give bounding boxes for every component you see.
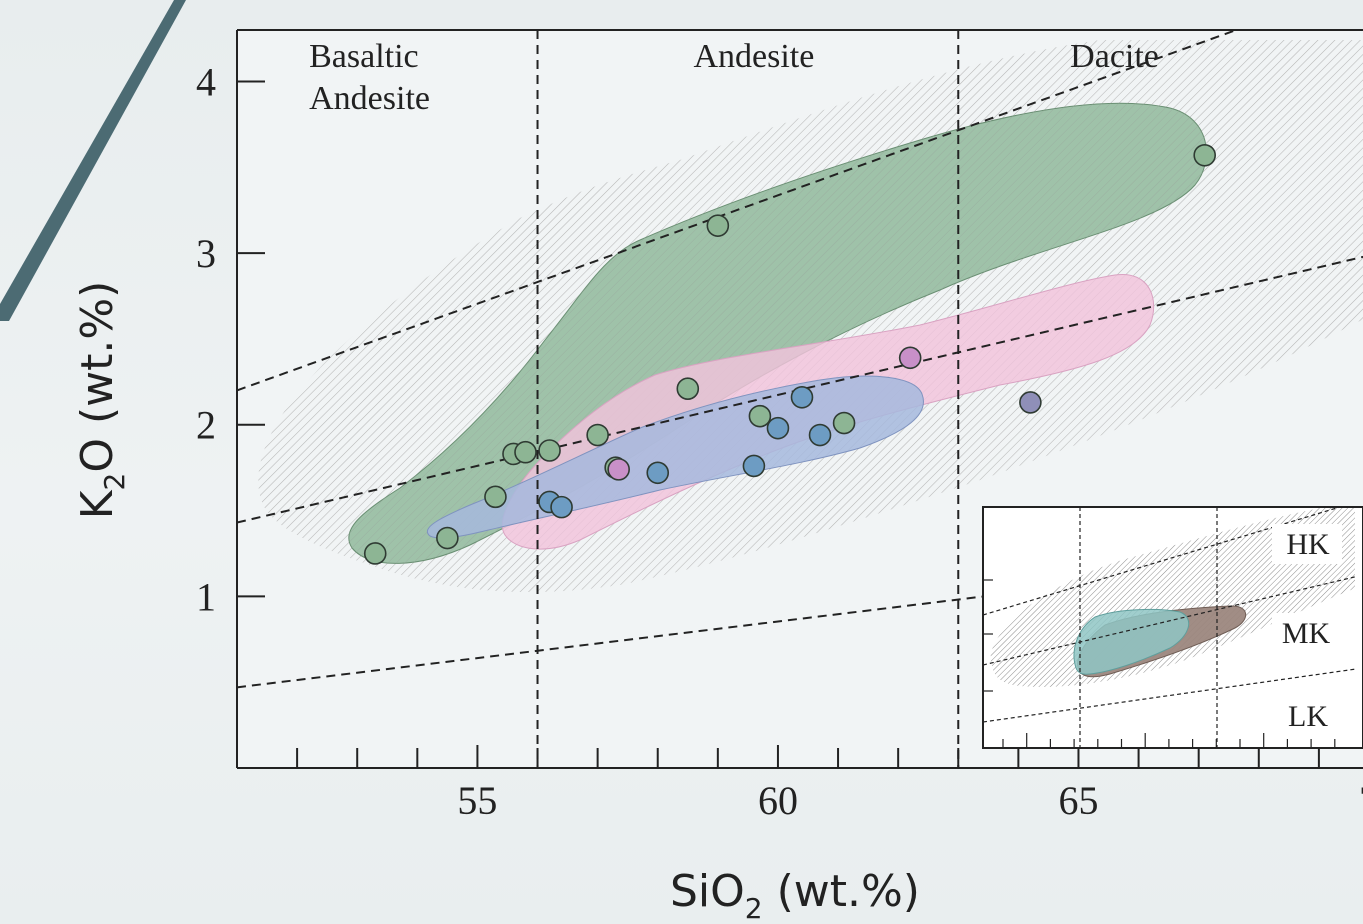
data-point-magenta: [607, 458, 630, 481]
decorative-slide-stripe: [0, 0, 186, 321]
data-point-green: [706, 214, 730, 237]
data-point-blue: [790, 385, 814, 409]
rock-field-label: Basaltic: [309, 38, 419, 75]
data-point-blue: [550, 495, 573, 519]
y-tick-label: 1: [196, 574, 216, 619]
y-tick-label: 2: [196, 403, 216, 448]
inset-teal-field: [1073, 608, 1190, 675]
x-tick-label: 70: [1359, 778, 1363, 823]
data-point-green: [484, 485, 507, 509]
x-tick-label: 55: [457, 778, 497, 823]
data-point-green: [538, 439, 561, 462]
data-points: [363, 143, 1216, 565]
inset-lk-line: [983, 668, 1355, 723]
inset-label-mk: MK: [1282, 617, 1331, 650]
inset-mk-line: [983, 576, 1355, 666]
data-point-blue: [766, 416, 790, 440]
series-boundary-line-2: [237, 549, 1363, 689]
data-point-blue: [808, 423, 832, 447]
data-point-magenta: [898, 346, 922, 370]
rock-field-label: Andesite: [693, 38, 814, 75]
rock-field-label: Dacite: [1070, 38, 1159, 75]
y-tick-label: 4: [196, 59, 216, 104]
data-point-green: [586, 423, 609, 447]
data-point-green: [1193, 143, 1216, 167]
data-point-green: [748, 404, 772, 428]
inset-hk-line: [983, 507, 1342, 616]
x-axis-ticks: 55 60 65 70: [296, 745, 1363, 823]
rock-field-label: Andesite: [309, 80, 430, 117]
inset-axis-ticks: [983, 579, 1336, 748]
inset-chart: HK MK LK: [982, 506, 1363, 749]
data-point-green: [514, 440, 537, 464]
data-point-blue: [742, 454, 766, 478]
y-tick-label: 3: [196, 231, 216, 276]
data-point-green: [436, 526, 459, 550]
x-axis-title: SiO2 (wt.%): [670, 866, 920, 924]
inset-label-hk: HK: [1286, 528, 1330, 561]
y-axis-title: K2O (wt.%): [72, 281, 131, 520]
series-boundary-line-0: [237, 30, 1240, 392]
data-point-blue: [646, 461, 670, 485]
data-point-green: [363, 542, 387, 565]
y-axis-ticks: 1 2 3 4: [196, 59, 265, 619]
data-point-green: [676, 377, 700, 401]
inset-label-lk: LK: [1288, 700, 1328, 733]
rock-field-boundaries: [536, 30, 960, 768]
x-tick-label: 60: [758, 778, 798, 823]
data-point-purple: [1019, 391, 1042, 414]
x-tick-label: 65: [1058, 778, 1098, 823]
rock-field-labels: Basaltic Andesite Andesite Dacite: [309, 38, 1159, 117]
data-point-green: [832, 411, 856, 435]
